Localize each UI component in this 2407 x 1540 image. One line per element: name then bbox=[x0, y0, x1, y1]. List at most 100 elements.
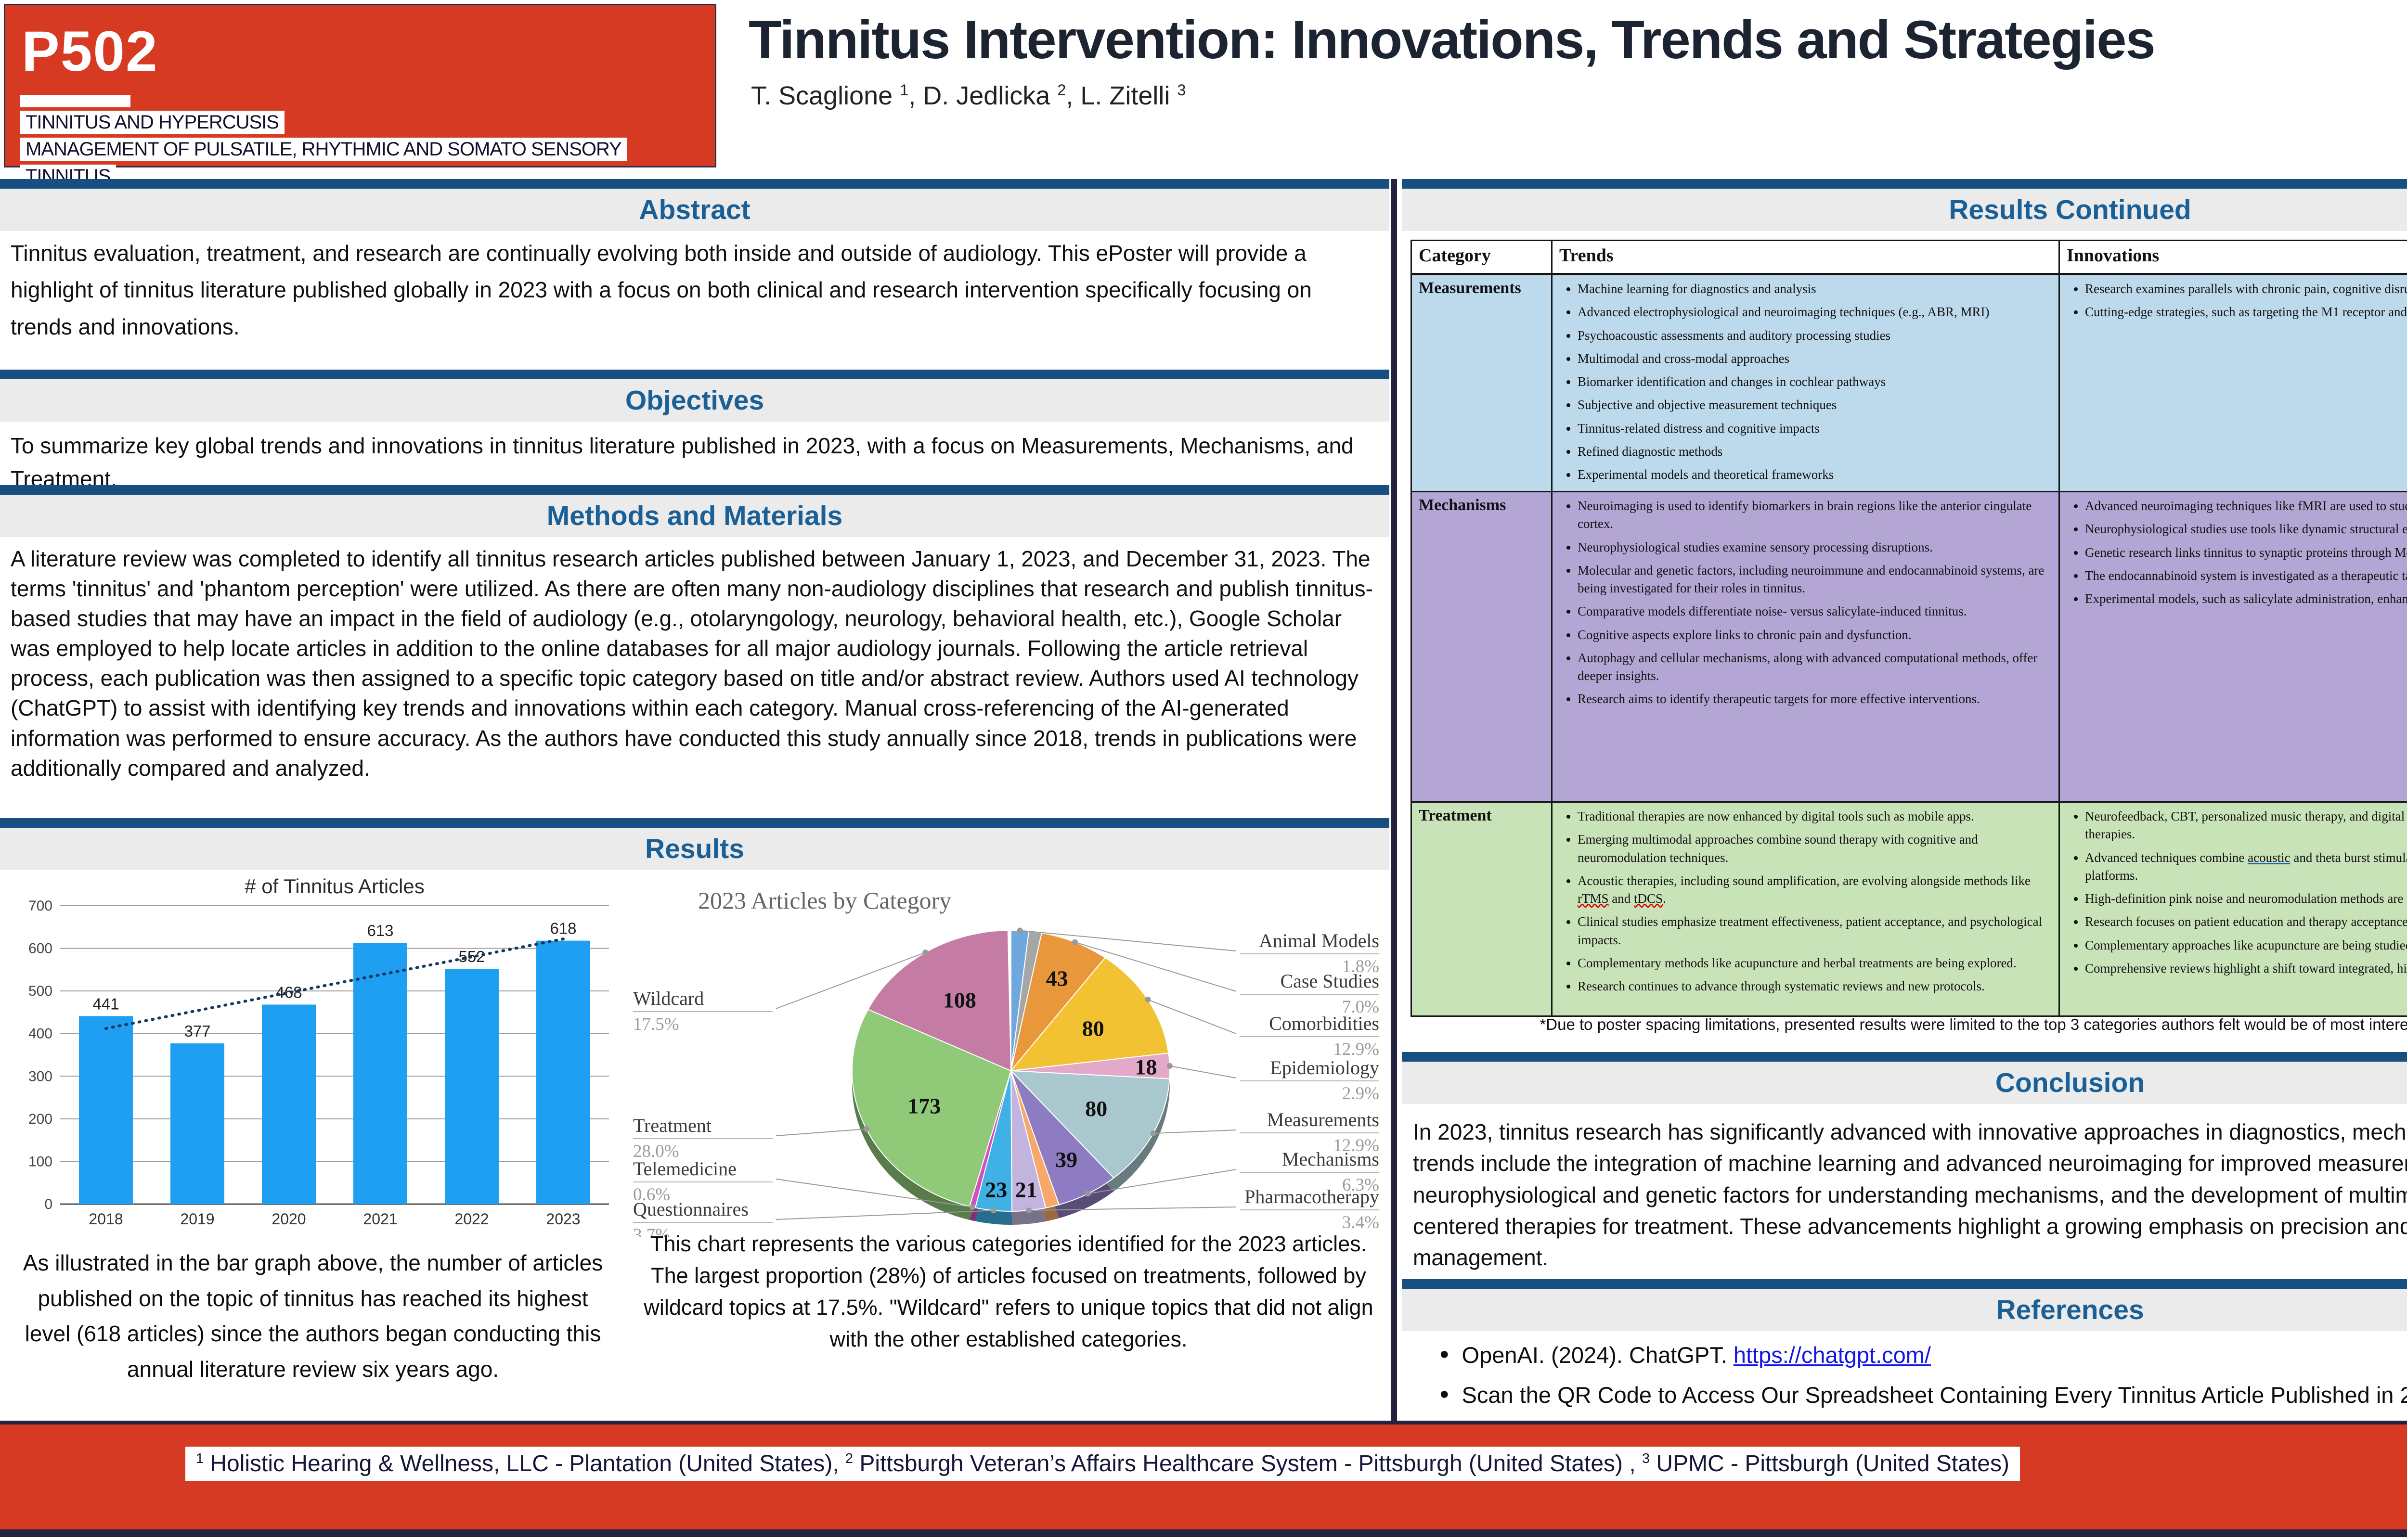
pie-category-label: Telemedicine bbox=[633, 1158, 737, 1180]
table-bullet: Autophagy and cellular mechanisms, along… bbox=[1578, 649, 2052, 685]
svg-text:500: 500 bbox=[28, 983, 52, 999]
pie-pct-label: 6.3% bbox=[1342, 1175, 1379, 1195]
methods-header: Methods and Materials bbox=[0, 495, 1389, 537]
chatgpt-link[interactable]: https://chatgpt.com/ bbox=[1733, 1342, 1931, 1368]
pie-pct-label: 0.6% bbox=[633, 1185, 670, 1205]
bottom-rule bbox=[0, 1529, 2407, 1537]
svg-text:400: 400 bbox=[28, 1026, 52, 1042]
table-bullet: Neurophysiological studies examine senso… bbox=[1578, 539, 2052, 556]
abstract-title: Abstract bbox=[639, 194, 751, 225]
table-bullet: Subjective and objective measurement tec… bbox=[1578, 396, 2052, 414]
svg-text:2020: 2020 bbox=[272, 1210, 306, 1228]
pie-category-label: Comorbidities bbox=[1269, 1013, 1379, 1034]
bullet-icon: ● bbox=[1439, 1345, 1449, 1363]
methods-title: Methods and Materials bbox=[546, 500, 843, 531]
pie-value-label: 108 bbox=[943, 988, 976, 1012]
reference-item: ● Scan the QR Code to Access Our Spreadsh… bbox=[1439, 1382, 2407, 1408]
pie-value-label: 39 bbox=[1055, 1147, 1077, 1172]
table-header-row: Category Trends Innovations bbox=[1411, 240, 2407, 275]
poster-code: P502 bbox=[22, 20, 158, 83]
pie-value-label: 173 bbox=[907, 1094, 941, 1118]
table-bullet: Traditional therapies are now enhanced b… bbox=[1578, 808, 2052, 825]
svg-text:700: 700 bbox=[28, 898, 52, 914]
table-bullet: Cutting-edge strategies, such as targeti… bbox=[2085, 303, 2407, 321]
table-bullet: Complementary methods like acupuncture a… bbox=[1578, 954, 2052, 972]
table-innovations-cell: Advanced neuroimaging techniques like fM… bbox=[2058, 491, 2407, 803]
pie-pct-label: 28.0% bbox=[633, 1142, 679, 1161]
conclusion-topbar bbox=[1402, 1052, 2407, 1062]
table-bullet: Comprehensive reviews highlight a shift … bbox=[2085, 960, 2407, 977]
pie-pct-label: 3.4% bbox=[1342, 1213, 1379, 1232]
pie-pct-label: 2.9% bbox=[1342, 1084, 1379, 1104]
table-bullet: Genetic research links tinnitus to synap… bbox=[2085, 544, 2407, 562]
bar bbox=[79, 1016, 133, 1204]
results-continued-topbar bbox=[1402, 179, 2407, 189]
results-title: Results bbox=[645, 834, 744, 864]
table-bullet: Tinnitus-related distress and cognitive … bbox=[1578, 420, 2052, 437]
svg-text:618: 618 bbox=[550, 920, 576, 937]
abstract-text: Tinnitus evaluation, treatment, and rese… bbox=[11, 241, 1312, 339]
conclusion-header: Conclusion bbox=[1402, 1062, 2407, 1104]
table-innovations-cell: Research examines parallels with chronic… bbox=[2058, 273, 2407, 492]
authors: T. Scaglione 1, D. Jedlicka 2, L. Zitell… bbox=[751, 81, 1186, 110]
results-continued-title: Results Continued bbox=[1949, 194, 2191, 225]
column-divider bbox=[1391, 179, 1397, 1421]
table-category: Treatment bbox=[1411, 801, 1553, 1017]
table-bullet: Comparative models differentiate noise- … bbox=[1578, 603, 2052, 620]
affiliations: 1 Holistic Hearing & Wellness, LLC - Pla… bbox=[185, 1447, 2020, 1481]
table-bullet: Biomarker identification and changes in … bbox=[1578, 373, 2052, 391]
svg-text:2018: 2018 bbox=[89, 1210, 123, 1228]
svg-text:2021: 2021 bbox=[363, 1210, 397, 1228]
session-code-box: P502 TINNITUS AND HYPERCUSIS MANAGEMENT O… bbox=[4, 4, 716, 188]
table-bullet: Neurophysiological studies use tools lik… bbox=[2085, 520, 2407, 538]
references-header: References bbox=[1402, 1289, 2407, 1331]
table-bullet: Advanced electrophysiological and neuroi… bbox=[1578, 303, 2052, 321]
table-col-header: Innovations bbox=[2058, 240, 2407, 275]
pie-category-label: Wildcard bbox=[633, 988, 704, 1009]
topic-line: MANAGEMENT OF PULSATILE, RHYTHMIC AND SO… bbox=[20, 138, 627, 161]
table-bullet: High-definition pink noise and neuromodu… bbox=[2085, 890, 2407, 908]
table-bullet: Research examines parallels with chronic… bbox=[2085, 280, 2407, 298]
svg-text:600: 600 bbox=[28, 941, 52, 957]
pie-value-label: 23 bbox=[985, 1178, 1007, 1202]
bar bbox=[262, 1004, 316, 1204]
objectives-header: Objectives bbox=[0, 379, 1389, 422]
svg-text:613: 613 bbox=[367, 922, 393, 939]
table-bullet: Experimental models, such as salicylate … bbox=[2085, 590, 2407, 608]
table-row: Measurements Machine learning for diagnos… bbox=[1411, 273, 2407, 492]
reference-item: ● OpenAI. (2024). ChatGPT. https://chatgp… bbox=[1439, 1342, 1931, 1368]
abstract-header: Abstract bbox=[0, 189, 1389, 231]
pie-value-label: 80 bbox=[1085, 1096, 1107, 1121]
pie-chart-caption: This chart represents the various catego… bbox=[644, 1232, 1373, 1352]
topic-highlight-bar bbox=[20, 95, 130, 107]
table-bullet: Molecular and genetic factors, including… bbox=[1578, 562, 2052, 598]
table-bullet: Acoustic therapies, including sound ampl… bbox=[1578, 872, 2052, 908]
methods-text: A literature review was completed to ide… bbox=[11, 546, 1373, 781]
table-bullet: Multimodal and cross-modal approaches bbox=[1578, 350, 2052, 368]
conclusion-title: Conclusion bbox=[1995, 1067, 2145, 1098]
abstract-topbar bbox=[0, 179, 1389, 189]
table-category: Mechanisms bbox=[1411, 491, 1553, 803]
results-continued-header: Results Continued bbox=[1402, 189, 2407, 231]
methods-topbar bbox=[0, 485, 1389, 495]
conclusion-text: In 2023, tinnitus research has significa… bbox=[1413, 1119, 2407, 1270]
pie-category-label: Animal Models bbox=[1259, 930, 1379, 951]
pie-category-label: Pharmacotherapy bbox=[1244, 1186, 1379, 1207]
bar-chart-title: # of Tinnitus Articles bbox=[245, 875, 425, 898]
pie-chart-title: 2023 Articles by Category bbox=[698, 887, 951, 914]
references-list: ● OpenAI. (2024). ChatGPT. https://chatgp… bbox=[1439, 1342, 2407, 1422]
svg-text:2019: 2019 bbox=[180, 1210, 214, 1228]
table-bullet: Neuroimaging is used to identify biomark… bbox=[1578, 497, 2052, 533]
bar bbox=[445, 969, 499, 1204]
svg-text:100: 100 bbox=[28, 1154, 52, 1169]
pie-value-label: 21 bbox=[1015, 1178, 1037, 1202]
pie-value-label: 80 bbox=[1082, 1016, 1104, 1040]
footer-band: 1 Holistic Hearing & Wellness, LLC - Pla… bbox=[0, 1421, 2407, 1529]
topic-line: TINNITUS AND HYPERCUSIS bbox=[20, 111, 285, 134]
table-footnote: *Due to poster spacing limitations, pres… bbox=[1540, 1015, 2407, 1033]
bar bbox=[536, 940, 590, 1204]
pie-category-label: Treatment bbox=[633, 1115, 712, 1136]
table-col-header: Trends bbox=[1551, 240, 2060, 275]
